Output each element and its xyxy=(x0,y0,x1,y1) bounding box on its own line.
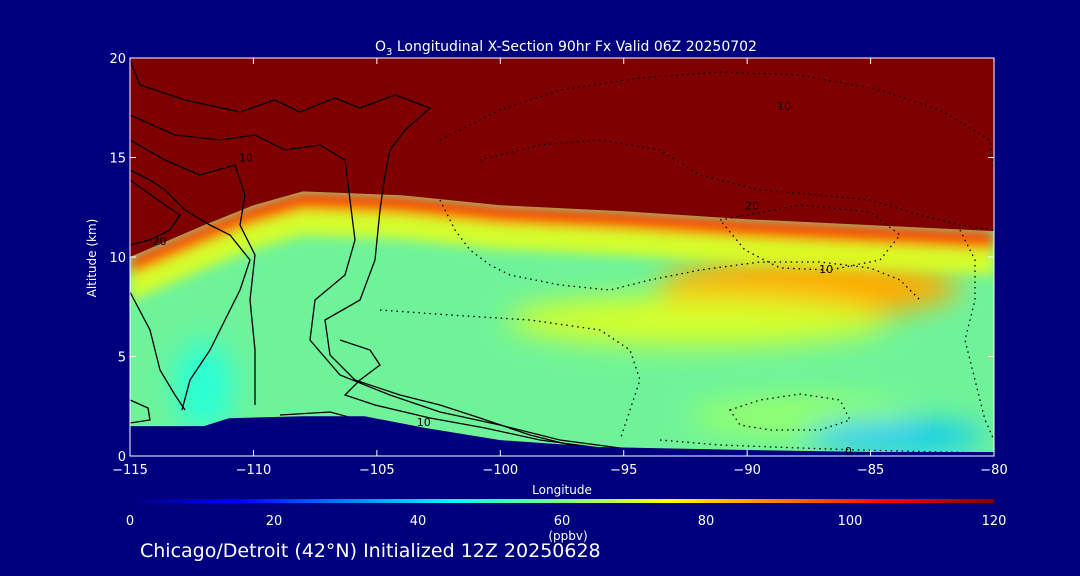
x-tick-label: −85 xyxy=(857,463,884,478)
western-lowlevel xyxy=(174,341,235,432)
y-tick-label: 5 xyxy=(118,351,126,366)
colorbar-tick-label: 0 xyxy=(126,514,134,529)
midlevel-band xyxy=(507,295,888,346)
dotted-contour xyxy=(718,204,901,271)
y-tick-label: 20 xyxy=(109,52,126,67)
y-axis: 0 5 10 15 20 xyxy=(109,52,994,465)
dotted-contour xyxy=(439,71,994,171)
chart-title: O3 Longitudinal X-Section 90hr Fx Valid … xyxy=(375,39,757,58)
ozone-dotted-contours xyxy=(379,71,994,454)
y-tick-label: 0 xyxy=(118,450,126,465)
contour-labels: 10 20 10 20 10 10 0 xyxy=(153,100,852,458)
contour-line xyxy=(130,139,256,405)
contour-line xyxy=(130,399,151,424)
x-tick-label: −110 xyxy=(236,463,272,478)
tropopause-transition xyxy=(130,191,994,301)
y-tick-label: 10 xyxy=(109,251,126,266)
contour-label: 20 xyxy=(153,235,167,248)
colorbar-ticks: 0 20 40 60 80 100 120 xyxy=(126,514,1007,529)
colorbar-tick-label: 100 xyxy=(838,514,863,529)
colorbar-tick-label: 20 xyxy=(266,514,283,529)
colorbar-gradient xyxy=(130,499,994,503)
x-tick-label: −100 xyxy=(482,463,518,478)
ozone-field xyxy=(130,58,994,451)
y-axis-label: Altitude (km) xyxy=(85,219,99,298)
y-tick-label: 15 xyxy=(109,152,126,167)
colorbar-tick-label: 80 xyxy=(698,514,715,529)
contour-line xyxy=(130,291,186,411)
terrain xyxy=(130,416,994,456)
dotted-contour xyxy=(659,439,994,454)
colorbar-tick-label: 120 xyxy=(982,514,1007,529)
contour-label: 20 xyxy=(745,199,759,212)
ozone-feature-layer xyxy=(174,256,986,451)
boundary-layer-low xyxy=(805,422,986,451)
x-tick-label: −95 xyxy=(610,463,637,478)
contour-line xyxy=(130,59,606,451)
x-tick-label: −90 xyxy=(733,463,760,478)
colorbar-tick-label: 40 xyxy=(410,514,427,529)
colorbar: 0 20 40 60 80 100 120 (ppbv) xyxy=(126,499,1007,543)
contour-label: 10 xyxy=(417,416,431,429)
dotted-contour xyxy=(728,393,851,431)
contour-label: 10 xyxy=(239,152,253,165)
contour-line xyxy=(130,169,251,411)
stratosphere-region xyxy=(130,58,994,257)
contour-line xyxy=(130,179,181,246)
terrain-profile xyxy=(130,416,994,456)
x-tick-label: −115 xyxy=(112,463,148,478)
contour-line xyxy=(339,339,601,449)
plot-area: 10 20 10 20 10 10 0 xyxy=(130,58,994,458)
x-axis: −115 −110 −105 −100 −95 −90 −85 −80 xyxy=(112,58,1008,478)
contour-label: 0 xyxy=(845,445,852,458)
dotted-contour xyxy=(479,139,994,231)
contour-label: 10 xyxy=(777,100,791,113)
colorbar-units: (ppbv) xyxy=(548,529,587,543)
contour-label: 10 xyxy=(819,263,833,276)
dotted-contour xyxy=(379,309,641,441)
contour-line xyxy=(130,114,621,449)
initialization-caption: Chicago/Detroit (42°N) Initialized 12Z 2… xyxy=(140,540,601,562)
x-axis-label: Longitude xyxy=(532,483,592,497)
colorbar-tick-label: 60 xyxy=(554,514,571,529)
dotted-contour xyxy=(959,229,994,441)
x-tick-label: −80 xyxy=(980,463,1007,478)
x-tick-label: −105 xyxy=(359,463,395,478)
ozone-contours xyxy=(130,59,621,453)
